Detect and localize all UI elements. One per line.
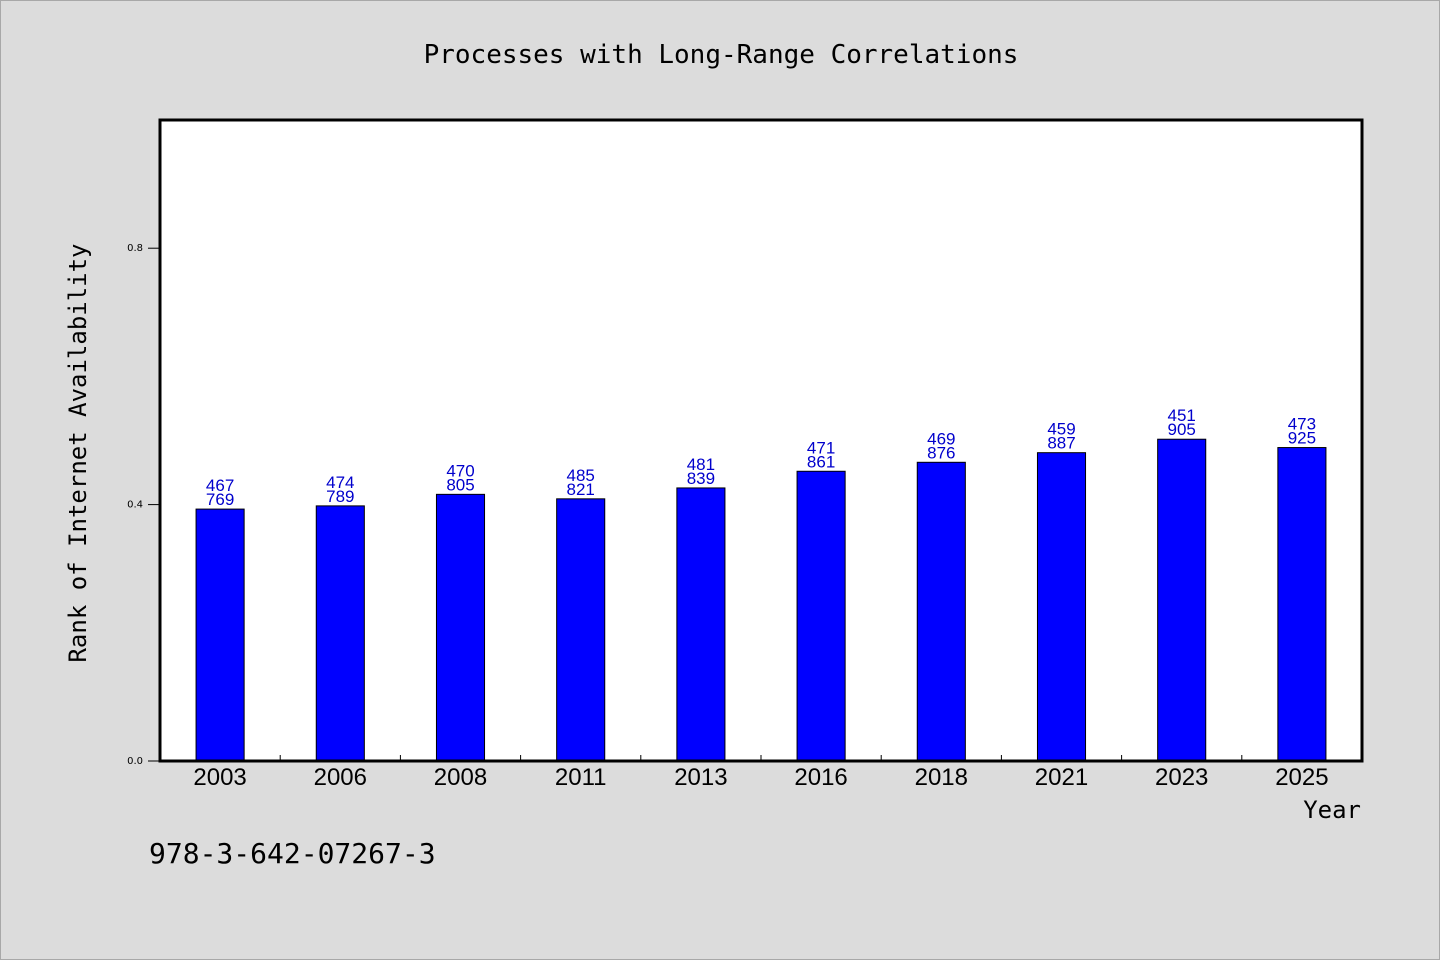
bar-label-top-2021: 459 bbox=[1047, 420, 1075, 439]
plot-frame bbox=[158, 118, 1364, 763]
bar-2008 bbox=[435, 493, 486, 762]
bar-label-top-2018: 469 bbox=[927, 429, 955, 448]
bar-label-top-2006: 474 bbox=[326, 473, 354, 492]
bar-label-top-2008: 470 bbox=[446, 461, 474, 480]
bar-label-bottom-2011: 821 bbox=[567, 480, 595, 499]
x-tick-label-2006: 2006 bbox=[314, 764, 367, 791]
bar-2003 bbox=[195, 508, 245, 762]
bar-2013 bbox=[676, 487, 726, 762]
bar-label-top-2003: 467 bbox=[206, 476, 234, 495]
bar-label-bottom-2008: 805 bbox=[446, 475, 474, 494]
bar-label-top-2011: 485 bbox=[567, 466, 595, 485]
bar-label-top-2025: 473 bbox=[1288, 415, 1316, 434]
bar-label-bottom-2003: 769 bbox=[206, 490, 234, 509]
bar-2021 bbox=[1036, 452, 1087, 762]
y-tick-label: 0.8 bbox=[127, 243, 143, 254]
bar-label-top-2013: 481 bbox=[687, 455, 715, 474]
x-tick-label-2023: 2023 bbox=[1155, 764, 1208, 791]
bars-group: 4677694747894708054858214818394718614698… bbox=[195, 406, 1327, 762]
ticks-group: 2003 2006 2008 2011 2013 2016 2018 2021 2023 2025… bbox=[127, 243, 1329, 791]
y-tick-label: 0.0 bbox=[127, 756, 143, 767]
x-tick-label-2021: 2021 bbox=[1035, 764, 1088, 791]
bar-label-bottom-2013: 839 bbox=[687, 469, 715, 488]
y-axis-label: Rank of Internet Availability bbox=[64, 243, 92, 662]
x-tick-label-2011: 2011 bbox=[555, 764, 607, 791]
bar-label-bottom-2023: 905 bbox=[1168, 420, 1196, 439]
bar-label-bottom-2006: 789 bbox=[326, 487, 354, 506]
bar-2006 bbox=[315, 505, 365, 762]
bar-2016 bbox=[796, 470, 846, 762]
x-tick-label-2013: 2013 bbox=[674, 764, 727, 791]
y-tick-label: 0.4 bbox=[127, 500, 143, 511]
bar-label-top-2023: 451 bbox=[1168, 406, 1196, 425]
isbn-text: 978-3-642-07267-3 bbox=[149, 837, 436, 870]
bar-label-bottom-2025: 925 bbox=[1288, 429, 1316, 448]
bar-2018 bbox=[916, 461, 966, 762]
bar-label-bottom-2018: 876 bbox=[927, 443, 955, 462]
bar-label-top-2016: 471 bbox=[807, 438, 835, 457]
bar-2011 bbox=[556, 498, 606, 762]
bar-label-bottom-2021: 887 bbox=[1047, 434, 1075, 453]
x-tick-label-2018: 2018 bbox=[915, 764, 968, 791]
x-tick-label-2016: 2016 bbox=[794, 764, 847, 791]
x-tick-label-2025: 2025 bbox=[1275, 764, 1328, 791]
bar-label-bottom-2016: 861 bbox=[807, 452, 835, 471]
chart-title: Processes with Long-Range Correlations bbox=[424, 40, 1019, 70]
bar-2023 bbox=[1157, 438, 1207, 762]
x-tick-label-2008: 2008 bbox=[434, 764, 487, 791]
bar-2025 bbox=[1277, 447, 1327, 762]
x-axis-label: Year bbox=[1303, 796, 1361, 824]
x-tick-label-2003: 2003 bbox=[193, 764, 246, 791]
